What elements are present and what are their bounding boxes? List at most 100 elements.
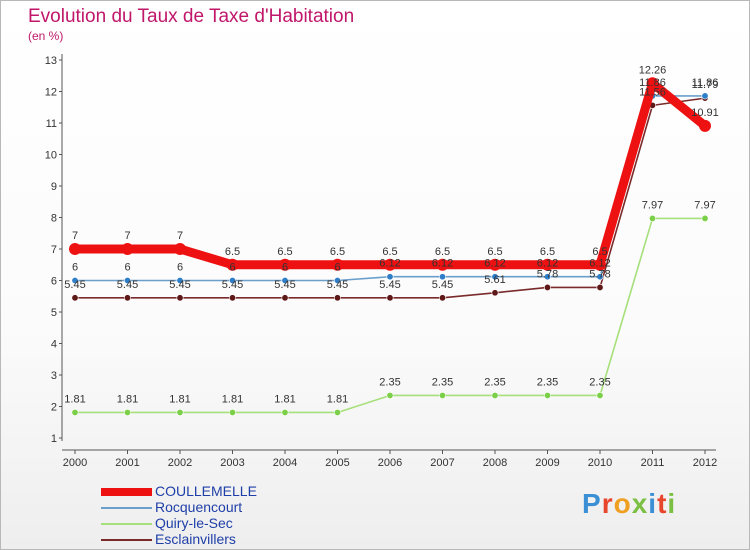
data-point bbox=[229, 408, 237, 416]
chart-subtitle: (en %) bbox=[28, 29, 64, 43]
data-point bbox=[226, 258, 239, 271]
data-point bbox=[489, 258, 501, 271]
data-point bbox=[281, 276, 289, 284]
data-label: 7 bbox=[72, 230, 78, 242]
data-label: 6.5 bbox=[277, 246, 292, 258]
data-label: 2.35 bbox=[432, 376, 453, 388]
legend-label: COULLEMELLE bbox=[155, 483, 257, 499]
data-point bbox=[648, 214, 656, 222]
data-point bbox=[543, 391, 551, 399]
data-label: 6 bbox=[124, 262, 130, 274]
y-tick-label: 11 bbox=[46, 118, 57, 130]
data-label: 7 bbox=[177, 230, 183, 242]
y-tick-label: 9 bbox=[51, 181, 57, 193]
data-label: 2.35 bbox=[537, 376, 558, 388]
data-point bbox=[701, 92, 709, 100]
x-tick-label: 2001 bbox=[115, 457, 139, 469]
data-label: 5.45 bbox=[432, 279, 453, 291]
data-point bbox=[176, 276, 184, 284]
data-point bbox=[596, 283, 604, 291]
data-point bbox=[491, 289, 499, 297]
data-label: 6.5 bbox=[540, 246, 555, 258]
data-point bbox=[438, 294, 446, 302]
data-point bbox=[176, 294, 184, 302]
data-label: 7.97 bbox=[642, 199, 663, 211]
legend-label: Quiry-le-Sec bbox=[155, 515, 233, 531]
data-label: 6.5 bbox=[487, 246, 502, 258]
y-tick-label: 2 bbox=[51, 402, 57, 414]
data-point bbox=[124, 294, 132, 302]
data-label: 6.5 bbox=[435, 246, 450, 258]
x-tick-label: 2005 bbox=[325, 457, 349, 469]
data-point bbox=[124, 276, 132, 284]
data-point bbox=[279, 258, 291, 271]
data-point bbox=[541, 258, 554, 271]
data-point bbox=[386, 273, 394, 281]
y-tick-label: 1 bbox=[51, 433, 57, 445]
data-point bbox=[596, 273, 604, 281]
legend-swatch bbox=[101, 523, 152, 525]
data-point bbox=[71, 294, 79, 302]
data-label: 11.56 bbox=[639, 86, 666, 98]
data-point bbox=[543, 283, 551, 291]
data-label: 1.81 bbox=[274, 393, 295, 405]
data-point bbox=[384, 258, 396, 271]
data-label: 5.78 bbox=[537, 268, 558, 280]
data-label: 5.78 bbox=[589, 268, 610, 280]
data-label: 6.5 bbox=[225, 246, 240, 258]
y-tick-label: 13 bbox=[45, 55, 57, 67]
data-label: 6.5 bbox=[382, 246, 397, 258]
data-label: 5.61 bbox=[484, 274, 505, 286]
data-label: 1.81 bbox=[327, 393, 348, 405]
data-label: 2.35 bbox=[484, 376, 505, 388]
data-label: 5.45 bbox=[64, 279, 85, 291]
legend-swatch bbox=[101, 488, 152, 496]
data-label: 1.81 bbox=[169, 393, 190, 405]
data-label: 6.5 bbox=[592, 246, 607, 258]
data-point bbox=[491, 273, 499, 281]
data-point bbox=[701, 214, 709, 222]
data-point bbox=[71, 408, 79, 416]
data-point bbox=[699, 119, 711, 132]
chart-series bbox=[69, 77, 711, 416]
data-label: 1.81 bbox=[64, 393, 85, 405]
x-tick-label: 2003 bbox=[220, 457, 244, 469]
data-label: 11.86 bbox=[639, 77, 666, 89]
legend-swatch bbox=[101, 507, 152, 509]
x-tick-label: 2010 bbox=[588, 457, 612, 469]
x-tick-label: 2006 bbox=[378, 457, 402, 469]
y-tick-label: 6 bbox=[51, 276, 57, 288]
data-point bbox=[176, 408, 184, 416]
y-tick-label: 3 bbox=[51, 370, 57, 382]
data-label: 1.81 bbox=[222, 393, 243, 405]
data-label: 5.45 bbox=[222, 279, 243, 291]
data-point bbox=[174, 243, 186, 255]
data-point bbox=[594, 258, 606, 271]
proxiti-logo: Proxiti bbox=[582, 488, 677, 519]
data-point bbox=[438, 391, 446, 399]
x-tick-label: 2012 bbox=[693, 457, 717, 469]
data-label: 6.12 bbox=[484, 258, 505, 270]
data-point bbox=[71, 276, 79, 284]
data-label: 6.12 bbox=[432, 258, 453, 270]
data-label: 6 bbox=[177, 262, 183, 274]
data-label: 6 bbox=[334, 262, 340, 274]
data-label: 2.35 bbox=[379, 376, 400, 388]
legend-label: Esclainvillers bbox=[155, 531, 236, 547]
data-label: 11.79 bbox=[692, 79, 719, 91]
y-tick-label: 4 bbox=[51, 339, 57, 351]
data-label: 5.45 bbox=[274, 279, 295, 291]
data-label: 6.12 bbox=[537, 258, 558, 270]
data-label: 6.12 bbox=[589, 258, 610, 270]
data-label: 12.26 bbox=[639, 64, 667, 76]
data-label: 11.86 bbox=[692, 77, 719, 89]
data-label: 6 bbox=[72, 262, 78, 274]
series-line-coullemelle bbox=[70, 78, 710, 270]
y-tick-label: 10 bbox=[45, 150, 57, 162]
data-label: 10.91 bbox=[691, 107, 719, 119]
y-tick-label: 12 bbox=[45, 87, 57, 99]
data-point bbox=[69, 243, 81, 255]
data-point bbox=[646, 77, 659, 90]
